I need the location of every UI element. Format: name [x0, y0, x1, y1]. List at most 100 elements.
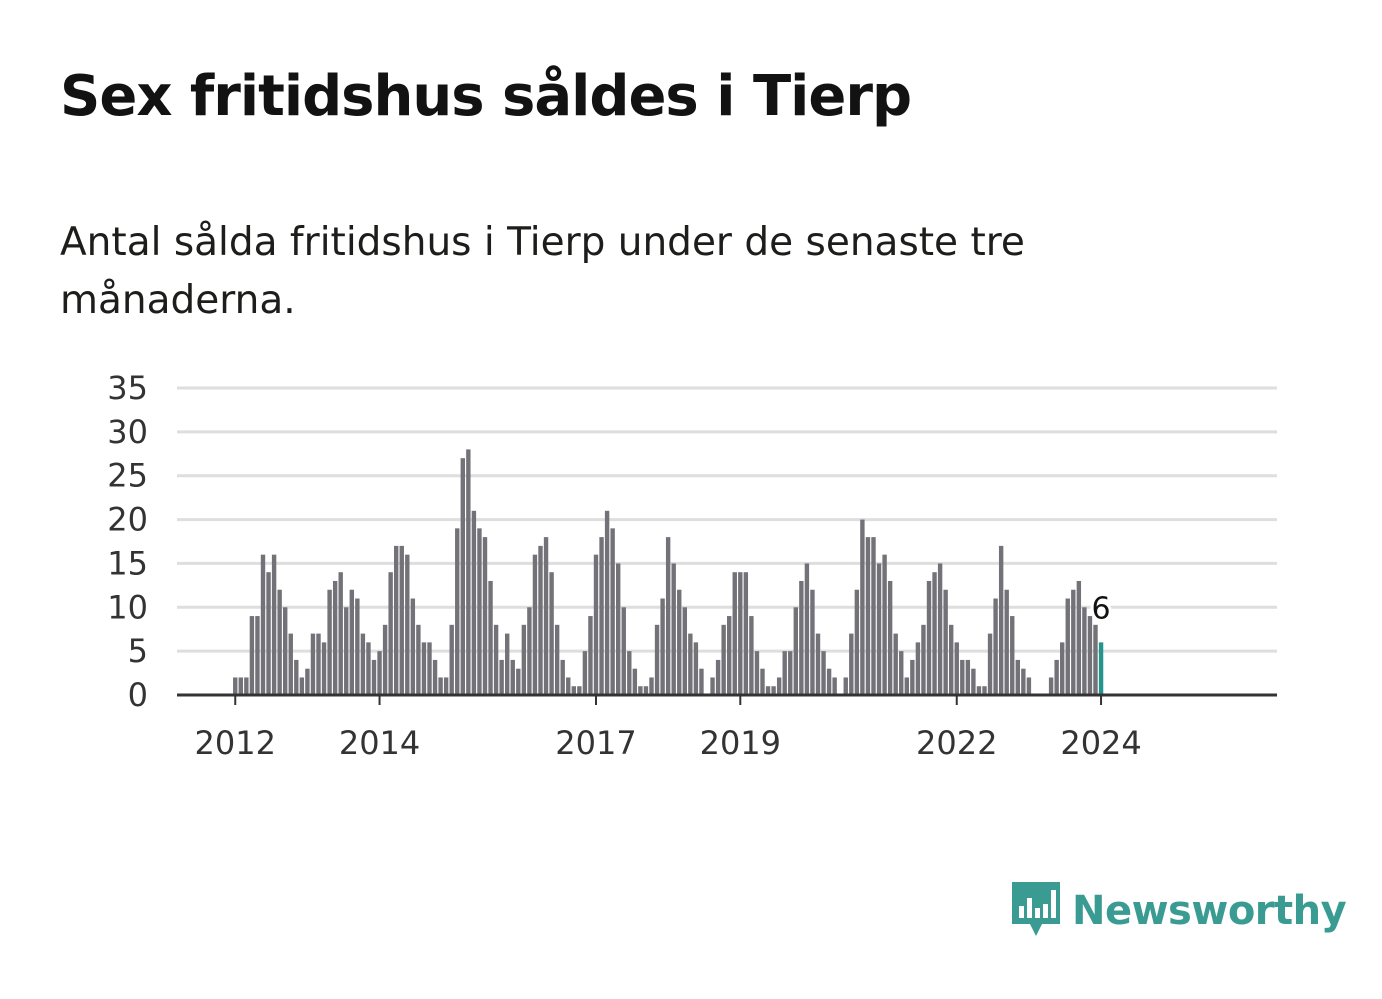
- bar: [238, 677, 243, 695]
- bar: [449, 624, 454, 695]
- bar: [1054, 659, 1059, 695]
- bar: [371, 659, 377, 695]
- bar: [832, 677, 837, 695]
- bar: [477, 528, 482, 695]
- bar: [344, 607, 349, 695]
- bar: [466, 449, 471, 695]
- bar: [310, 633, 316, 695]
- bar: [249, 616, 255, 695]
- y-tick-label: 15: [107, 544, 148, 582]
- bar: [471, 510, 477, 695]
- bar: [549, 572, 554, 695]
- bar: [915, 642, 921, 695]
- bar: [516, 668, 521, 695]
- bar: [438, 677, 443, 695]
- x-tick-label: 2014: [339, 724, 420, 762]
- bar: [654, 624, 660, 695]
- bar: [760, 668, 765, 695]
- bar: [621, 607, 626, 695]
- bar: [632, 668, 638, 695]
- bar: [876, 563, 882, 695]
- bar: [677, 589, 682, 695]
- bar: [854, 589, 860, 695]
- x-tick-label: 2017: [555, 724, 636, 762]
- bar-latest: [1098, 642, 1104, 695]
- bar: [482, 537, 488, 695]
- bar: [843, 677, 848, 695]
- bar: [288, 633, 293, 695]
- bar: [1060, 642, 1065, 695]
- bar: [410, 598, 416, 695]
- bar: [394, 545, 399, 695]
- bar: [1010, 616, 1015, 695]
- bar: [421, 642, 427, 695]
- bar: [305, 668, 310, 695]
- bar: [776, 677, 782, 695]
- bar: [804, 563, 810, 695]
- bar: [488, 580, 493, 695]
- bar: [771, 686, 776, 695]
- bar: [754, 651, 760, 695]
- bar: [682, 607, 687, 695]
- bar: [887, 580, 893, 695]
- bar: [1071, 589, 1076, 695]
- bar: [455, 528, 460, 695]
- bar: [904, 677, 909, 695]
- bar: [616, 563, 621, 695]
- bar: [943, 589, 948, 695]
- bar: [710, 677, 715, 695]
- x-tick-label: 2024: [1060, 724, 1141, 762]
- bar: [349, 589, 354, 695]
- bar: [688, 633, 693, 695]
- bar: [982, 686, 987, 695]
- bar: [355, 598, 360, 695]
- bar: [332, 580, 338, 695]
- bar: [693, 642, 699, 695]
- bar: [860, 519, 865, 695]
- bar-chart: 0 5 10 15 20 25 30 35 2012 2014 2017 2019 2022 2024 6: [107, 369, 1277, 762]
- bar: [377, 651, 382, 695]
- bar: [721, 624, 726, 695]
- bar: [388, 572, 393, 695]
- bar: [932, 572, 937, 695]
- bar: [610, 528, 615, 695]
- bar: [793, 607, 798, 695]
- y-tick-label: 35: [107, 369, 148, 407]
- bar: [921, 624, 926, 695]
- bar: [899, 651, 904, 695]
- bar: [665, 537, 671, 695]
- bar: [543, 537, 549, 695]
- bar: [715, 659, 721, 695]
- axes: 0 5 10 15 20 25 30 35 2012 2014 2017 2019 2022 2024: [107, 369, 1277, 762]
- last-value-label: 6: [1092, 591, 1111, 626]
- bar: [260, 554, 266, 695]
- bar: [649, 677, 654, 695]
- bar: [954, 642, 959, 695]
- bar: [699, 668, 704, 695]
- bar: [427, 642, 432, 695]
- bar: [821, 651, 826, 695]
- bar: [338, 572, 343, 695]
- bar: [571, 686, 576, 695]
- bar: [505, 633, 510, 695]
- bar: [510, 659, 515, 695]
- bar: [493, 624, 499, 695]
- bar: [638, 686, 643, 695]
- newsworthy-logo: Newsworthy: [1010, 878, 1347, 944]
- bar: [244, 677, 249, 695]
- bar: [865, 537, 871, 695]
- bar: [360, 633, 366, 695]
- x-tick-label: 2019: [700, 724, 781, 762]
- bar: [327, 589, 332, 695]
- bar: [405, 554, 410, 695]
- bar: [799, 580, 804, 695]
- bar: [554, 624, 560, 695]
- bar: [732, 572, 737, 695]
- bar: [432, 659, 438, 695]
- bar: [993, 598, 998, 695]
- bar: [604, 510, 610, 695]
- bar: [882, 554, 887, 695]
- bar: [321, 642, 327, 695]
- x-tick-label: 2012: [195, 724, 276, 762]
- newsworthy-logo-icon: [1010, 878, 1062, 944]
